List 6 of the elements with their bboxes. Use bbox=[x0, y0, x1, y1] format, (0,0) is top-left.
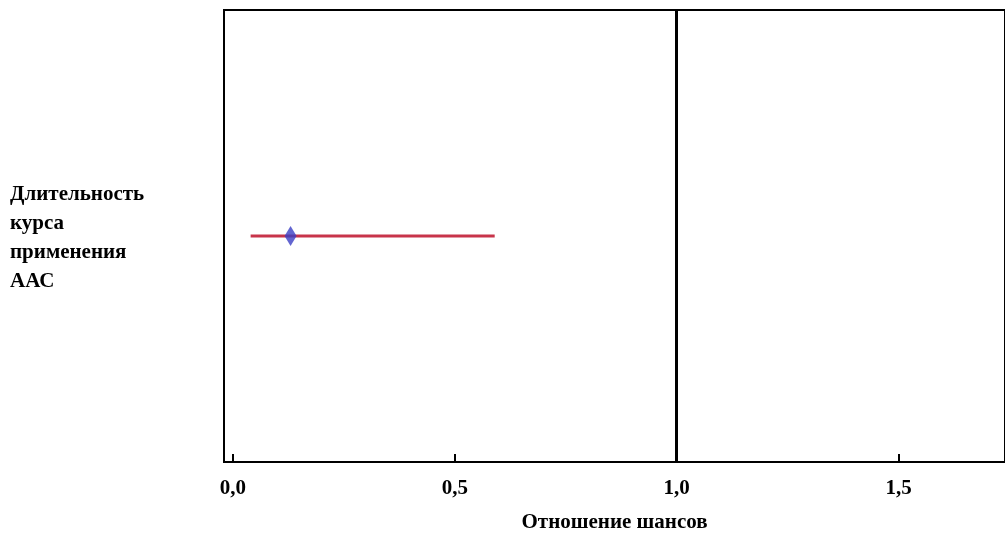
x-tick-label: 0,0 bbox=[219, 474, 246, 499]
x-tick-label: 1,5 bbox=[885, 474, 912, 499]
y-tick-label: Длительность курса применения ААС bbox=[10, 180, 145, 292]
x-tick-label: 1,0 bbox=[663, 474, 690, 499]
x-axis-title: Отношение шансов bbox=[521, 508, 708, 533]
x-tick-label: 0,5 bbox=[441, 474, 468, 499]
